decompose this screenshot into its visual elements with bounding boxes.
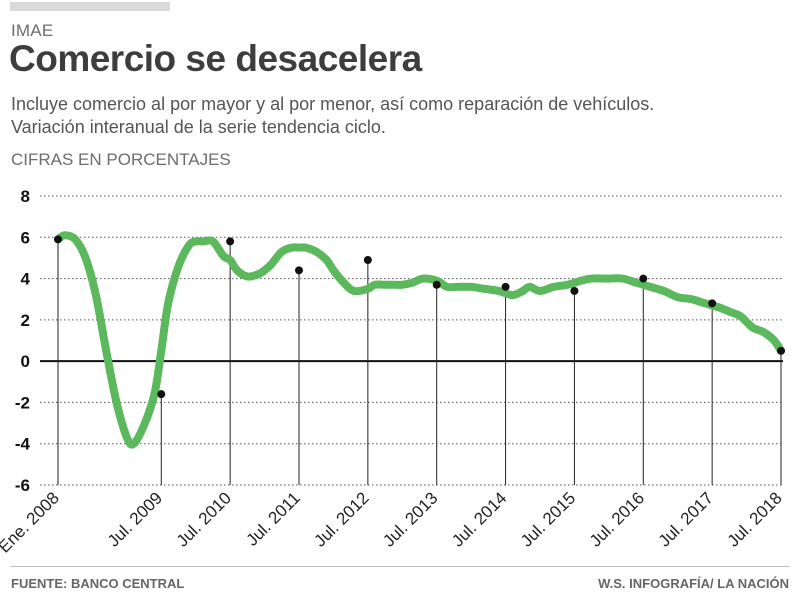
data-point bbox=[363, 255, 372, 264]
y-tick-label: 8 bbox=[21, 187, 30, 206]
x-tick-label: Jul. 2011 bbox=[242, 488, 303, 549]
data-point bbox=[157, 390, 166, 399]
subtitle-line-1: Incluye comercio al por mayor y al por m… bbox=[11, 94, 655, 114]
data-point bbox=[226, 237, 235, 246]
y-tick-label: -2 bbox=[15, 393, 30, 412]
y-axis: 8 6 4 2 0 -2 -4 -6 bbox=[15, 187, 31, 495]
source-note: FUENTE: BANCO CENTRAL bbox=[11, 576, 185, 591]
x-tick-label: Jul. 2010 bbox=[173, 488, 235, 550]
data-point bbox=[639, 274, 648, 283]
x-tick-label: Ene. 2008 bbox=[0, 488, 63, 556]
data-point bbox=[54, 235, 62, 244]
x-axis: Ene. 2008 Jul. 2009 Jul. 2010 Jul. 2011 Jul.… bbox=[0, 488, 786, 556]
y-tick-label: 6 bbox=[21, 228, 30, 247]
kicker: IMAE bbox=[11, 21, 54, 40]
marker-drop-lines bbox=[57, 239, 782, 485]
x-tick-label: Jul. 2016 bbox=[586, 488, 648, 550]
data-point bbox=[777, 346, 785, 355]
data-point bbox=[570, 286, 579, 295]
x-tick-label: Jul. 2015 bbox=[517, 488, 579, 550]
x-tick-label: Jul. 2009 bbox=[104, 488, 166, 550]
y-tick-label: -6 bbox=[15, 476, 30, 495]
grid-lines bbox=[40, 195, 783, 486]
data-point bbox=[708, 299, 717, 308]
credit-note: W.S. INFOGRAFÍA/ LA NACIÓN bbox=[598, 576, 789, 591]
footer-divider bbox=[10, 566, 790, 567]
chart-title: Comercio se desacelera bbox=[9, 38, 422, 79]
data-point bbox=[501, 282, 510, 291]
x-tick-label: Jul. 2012 bbox=[310, 488, 372, 550]
y-tick-label: 4 bbox=[21, 270, 31, 289]
x-tick-label: Jul. 2014 bbox=[448, 488, 510, 550]
x-tick-label: Jul. 2013 bbox=[379, 488, 441, 550]
data-point bbox=[432, 280, 441, 289]
x-tick-label: Jul. 2018 bbox=[724, 488, 786, 550]
subtitle-line-2: Variación interanual de la serie tendenc… bbox=[11, 117, 386, 137]
y-tick-label: 0 bbox=[21, 352, 30, 371]
top-accent-bar bbox=[10, 2, 170, 11]
units-label: CIFRAS EN PORCENTAJES bbox=[11, 150, 231, 169]
data-markers bbox=[54, 235, 785, 399]
x-tick-label: Jul. 2017 bbox=[655, 488, 717, 550]
y-tick-label: -4 bbox=[15, 435, 31, 454]
data-point bbox=[295, 266, 303, 275]
series-line bbox=[54, 231, 785, 449]
y-tick-label: 2 bbox=[21, 311, 30, 330]
